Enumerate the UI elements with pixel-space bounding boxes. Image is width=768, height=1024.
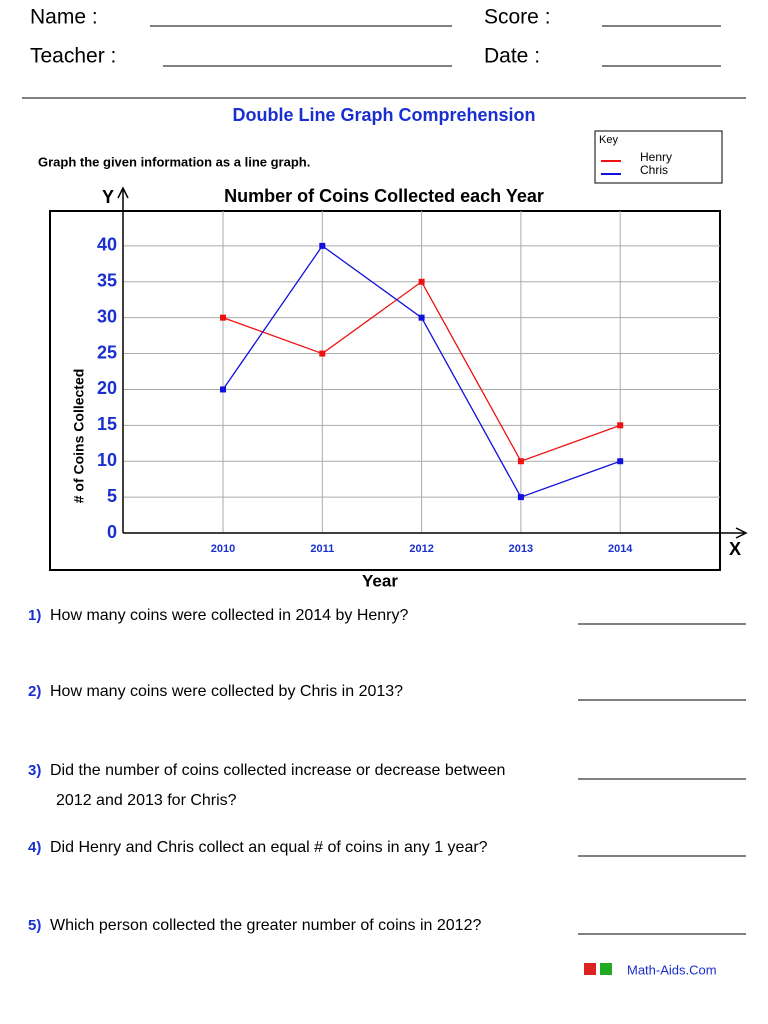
chart-title: Number of Coins Collected each Year	[224, 186, 544, 206]
question-text: Did Henry and Chris collect an equal # o…	[50, 839, 488, 856]
point	[418, 278, 425, 285]
y-tick-label: 30	[97, 306, 117, 326]
teacher-label: Teacher :	[30, 45, 116, 68]
legend-title: Key	[599, 134, 618, 146]
name-label: Name :	[30, 6, 98, 29]
x-axis-letter: X	[729, 539, 741, 559]
y-tick-label: 35	[97, 271, 117, 291]
date-label: Date :	[484, 45, 540, 68]
legend-label: Henry	[640, 150, 672, 164]
grid: 0 5 10 15 20 25 30 35 40 2010 2011 2012 2013 2014	[97, 211, 720, 555]
question-text: 2012 and 2013 for Chris?	[56, 792, 237, 809]
question-text: Did the number of coins collected increa…	[50, 762, 505, 779]
instruction: Graph the given information as a line gr…	[38, 154, 310, 169]
point	[220, 386, 226, 393]
y-arrow	[117, 186, 129, 199]
question-number: 2)	[28, 683, 41, 700]
series-layer	[220, 242, 624, 501]
x-tick-label: 2010	[211, 543, 235, 555]
question-text: How many coins were collected in 2014 by…	[50, 607, 409, 624]
question-number: 4)	[28, 839, 41, 856]
point	[418, 314, 425, 321]
footer: Math-Aids.Com	[627, 962, 717, 977]
x-tick-label: 2013	[509, 543, 533, 555]
point	[319, 350, 326, 357]
x-tick-label: 2011	[310, 543, 334, 555]
x-tick-label: 2014	[608, 543, 633, 555]
y-axis-letter: Y	[102, 187, 114, 207]
point	[220, 314, 226, 321]
worksheet-title: Double Line Graph Comprehension	[232, 105, 535, 125]
question-text: Which person collected the greater numbe…	[50, 917, 481, 934]
question-number: 1)	[28, 607, 41, 624]
footer-icon-minus	[600, 963, 612, 975]
questions: 1) How many coins were collected in 2014 …	[28, 607, 746, 935]
y-tick-label: 25	[97, 342, 117, 362]
point	[617, 422, 624, 429]
x-arrow	[735, 527, 748, 539]
x-tick-label: 2012	[409, 543, 433, 555]
legend-label: Chris	[640, 163, 668, 177]
chart-frame	[49, 210, 721, 571]
score-label: Score :	[484, 6, 551, 29]
question-text: How many coins were collected by Chris i…	[50, 683, 403, 700]
question-number: 3)	[28, 762, 41, 779]
y-tick-label: 15	[97, 414, 117, 434]
y-tick-label: 10	[97, 450, 117, 470]
footer-icon-plus	[584, 963, 596, 975]
y-tick-label: 40	[97, 235, 117, 255]
point	[617, 458, 624, 465]
point	[517, 494, 524, 501]
page-bottom	[0, 976, 768, 1024]
question-number: 5)	[28, 917, 41, 934]
y-tick-label: 5	[107, 486, 117, 506]
point	[517, 458, 524, 465]
x-axis-label: Year	[362, 571, 398, 590]
point	[319, 242, 326, 249]
y-tick-label: 20	[97, 378, 117, 398]
y-tick-label: 0	[107, 522, 117, 542]
y-axis-label: # of Coins Collected	[71, 369, 87, 504]
